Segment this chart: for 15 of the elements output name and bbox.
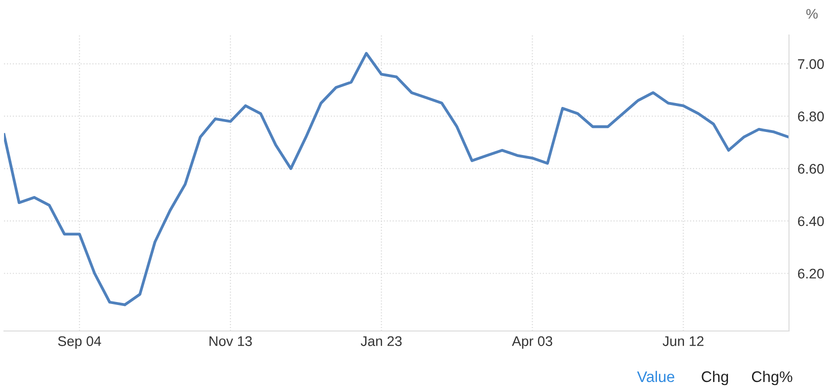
- text: Chg: [702, 370, 728, 386]
- x-tick-label: Jan 23: [360, 336, 402, 346]
- x-tick-label: Jun 12: [662, 336, 704, 346]
- line-series: [4, 52, 789, 306]
- x-tick-label: Nov 13: [210, 336, 252, 346]
- y-tick-label: 7.00: [798, 59, 824, 69]
- text: Chg%: [752, 370, 792, 386]
- x-tick-label: Apr 03: [512, 336, 552, 349]
- y-tick-label: 6.20: [798, 268, 824, 279]
- y-tick-label: 6.80: [798, 112, 824, 122]
- y-tick-label: 6.40: [798, 216, 824, 226]
- text: Value: [637, 370, 674, 382]
- y-tick-label: 6.60: [798, 164, 824, 174]
- x-tick-label: Sep 04: [58, 336, 102, 349]
- y-axis-title: %: [806, 8, 818, 19]
